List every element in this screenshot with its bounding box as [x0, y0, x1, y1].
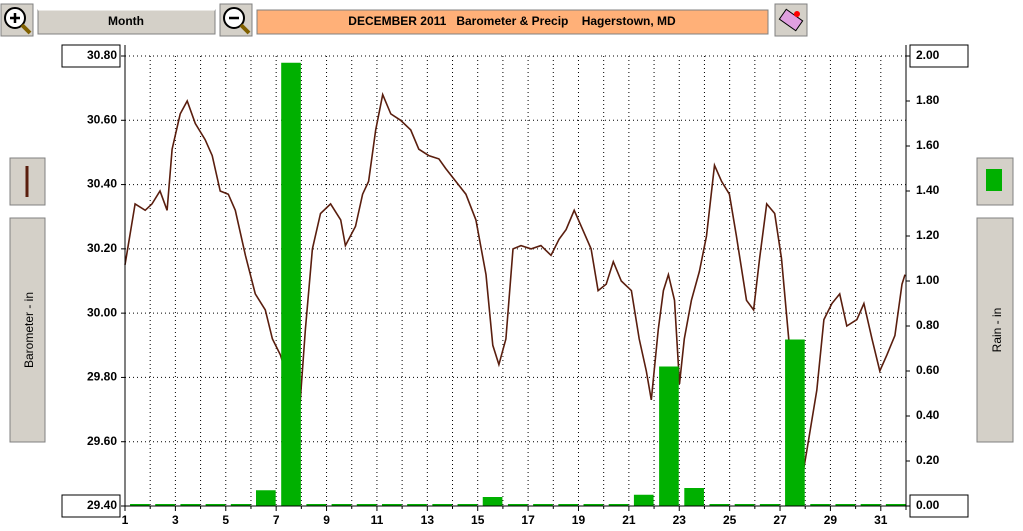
bar	[709, 504, 730, 506]
yticks-label: 30.00	[87, 305, 117, 319]
bar	[205, 504, 226, 506]
y2ticks-label: 1.80	[916, 93, 940, 107]
bar	[659, 366, 679, 506]
y2ticks-end-box	[909, 494, 969, 518]
bar	[608, 504, 629, 506]
bar	[180, 504, 201, 506]
x-tick-label: 9	[323, 513, 330, 527]
x-tick-label: 29	[824, 513, 838, 527]
bar	[533, 504, 553, 506]
bar	[256, 490, 276, 506]
bar-legend-button[interactable]	[976, 157, 1014, 206]
bar	[860, 504, 881, 506]
bar	[457, 504, 478, 506]
x-tick-label: 13	[421, 513, 435, 527]
bar	[759, 504, 780, 506]
y2ticks-label: 1.20	[916, 228, 940, 242]
y2ticks-label: 1.40	[916, 183, 940, 197]
bar	[583, 504, 604, 506]
yticks-end-box	[61, 44, 121, 68]
bar	[306, 504, 327, 506]
x-tick-label: 11	[371, 513, 384, 527]
y-axis-label-button[interactable]: Barometer - in	[9, 217, 46, 443]
y2ticks-label: 1.60	[916, 138, 940, 152]
yticks-label: 29.40	[87, 498, 117, 512]
y2ticks-label: 0.80	[916, 318, 940, 332]
bar	[230, 504, 251, 506]
period-label: Month	[108, 14, 144, 28]
yticks-label: 30.20	[87, 241, 117, 255]
y2ticks-label: 0.60	[916, 363, 940, 377]
bar	[785, 339, 805, 506]
y2ticks-label: 0.20	[916, 453, 940, 467]
period-button[interactable]: Month	[37, 9, 216, 35]
x-tick-label: 15	[471, 513, 485, 527]
bar	[885, 504, 906, 506]
x-tick-label: 27	[773, 513, 787, 527]
x-tick-label: 7	[273, 513, 280, 527]
bar	[356, 504, 377, 506]
zoom-out-button[interactable]	[219, 3, 253, 37]
chart-title: DECEMBER 2011 Barometer & Precip Hagerst…	[348, 14, 676, 28]
bar	[633, 494, 654, 506]
x-tick-label: 19	[572, 513, 586, 527]
bar	[130, 504, 150, 506]
yticks-label: 30.40	[87, 177, 117, 191]
y2ticks-label: 2.00	[916, 48, 940, 62]
line	[124, 91, 906, 483]
bar	[482, 497, 503, 506]
yticks-label: 29.60	[87, 434, 117, 448]
bar	[281, 62, 301, 506]
y2ticks-label: 0.40	[916, 408, 940, 422]
x-tick-label: 31	[874, 513, 888, 527]
bar	[407, 504, 427, 506]
bar	[684, 488, 704, 506]
bar	[558, 504, 578, 506]
bar	[507, 504, 528, 506]
y-axis-label: Barometer - in	[22, 292, 36, 368]
yticks-end-box	[61, 494, 121, 518]
y2-axis-label-button[interactable]: Rain - in	[976, 217, 1014, 443]
yticks-label: 30.80	[87, 48, 117, 62]
y2ticks-end-box	[909, 44, 969, 68]
bar	[734, 504, 755, 506]
y2-axis-label: Rain - in	[990, 308, 1004, 353]
print-button[interactable]	[774, 3, 808, 37]
bar	[381, 504, 402, 506]
yticks-label: 29.80	[87, 370, 117, 384]
x-tick-label: 1	[122, 513, 129, 527]
bar	[331, 504, 352, 506]
bar	[432, 504, 453, 506]
bar	[835, 504, 856, 506]
x-tick-label: 17	[521, 513, 535, 527]
bar	[155, 504, 175, 506]
zoom-in-button[interactable]	[0, 3, 34, 37]
x-tick-label: 23	[673, 513, 687, 527]
y2ticks-label: 0.00	[916, 498, 940, 512]
line-legend-button[interactable]	[9, 157, 46, 206]
title-box	[256, 9, 769, 35]
x-tick-label: 21	[622, 513, 636, 527]
x-tick-label: 3	[172, 513, 179, 527]
y2ticks-label: 1.00	[916, 273, 940, 287]
x-tick-label: 25	[723, 513, 737, 527]
bar	[810, 504, 830, 506]
yticks-label: 30.60	[87, 112, 117, 126]
x-tick-label: 5	[222, 513, 229, 527]
